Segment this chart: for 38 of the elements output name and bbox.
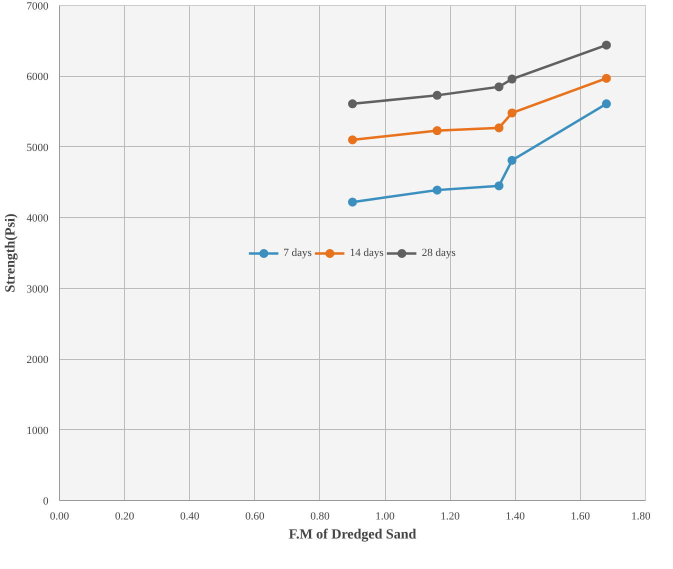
y-tick-label: 6000 bbox=[26, 71, 49, 84]
y-tick-label: 5000 bbox=[26, 142, 49, 154]
point bbox=[508, 156, 517, 165]
y-tick-label: 3000 bbox=[26, 283, 49, 296]
point bbox=[348, 135, 357, 144]
point bbox=[348, 99, 357, 108]
x-tick-label: 1.20 bbox=[440, 510, 460, 522]
y-tick-label: 7000 bbox=[26, 0, 49, 12]
x-tick-label: 0.20 bbox=[114, 510, 135, 522]
point bbox=[432, 126, 442, 136]
point bbox=[432, 90, 442, 100]
x-tick-label: 1.80 bbox=[631, 510, 651, 522]
legend-label: 7 days bbox=[283, 246, 312, 258]
x-axis-title: F.M of Dredged Sand bbox=[288, 528, 416, 542]
point bbox=[348, 198, 357, 207]
x-tick-label: 0.60 bbox=[245, 510, 265, 522]
point bbox=[432, 186, 442, 195]
x-tick-label: 1.00 bbox=[375, 510, 396, 522]
x-tick-label: 0.80 bbox=[310, 510, 330, 522]
point bbox=[508, 108, 517, 118]
y-tick-label: 2000 bbox=[26, 354, 49, 366]
x-tick-label: 0.40 bbox=[180, 510, 200, 522]
y-tick-label: 4000 bbox=[26, 212, 49, 225]
legend-label: 14 days bbox=[350, 246, 384, 258]
point bbox=[494, 123, 504, 132]
y-tick-label: 0 bbox=[43, 496, 49, 508]
point bbox=[508, 74, 517, 84]
point bbox=[602, 40, 611, 50]
legend-label: 28 days bbox=[422, 246, 456, 258]
point bbox=[602, 74, 611, 83]
x-tick-label: 1.40 bbox=[506, 510, 526, 522]
point bbox=[602, 99, 611, 108]
y-tick-label: 1000 bbox=[26, 424, 49, 437]
x-tick-label: 0.00 bbox=[50, 510, 70, 522]
y-axis-title: Strength(Psi) bbox=[4, 213, 18, 293]
point bbox=[494, 181, 504, 190]
point bbox=[494, 82, 504, 92]
x-tick-label: 1.60 bbox=[570, 510, 591, 522]
